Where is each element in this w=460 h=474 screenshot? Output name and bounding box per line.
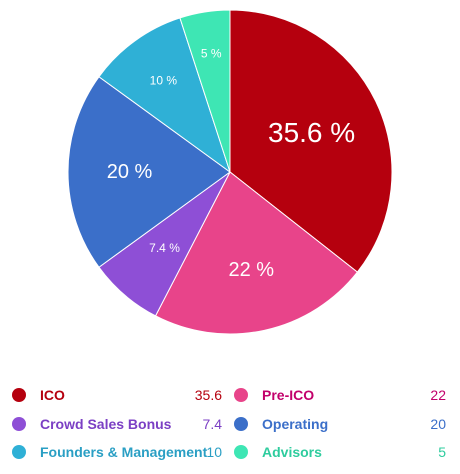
pie-slice-founders-management [98,17,231,174]
legend-marker [234,388,248,402]
pie-chart: 35.6 % 22 % 7.4 % 20 % 10 % 5 % [67,9,393,335]
legend-label: Founders & Management [40,444,208,460]
pie-slice-label: 5 % [201,47,222,61]
pie-slice-operating [67,76,231,268]
pie-slice-label: 35.6 % [268,117,355,148]
legend-value: 35.6 [194,387,222,403]
legend-marker [12,388,26,402]
legend-label: Pre-ICO [262,387,315,403]
legend-value: 20 [430,416,446,432]
legend-marker [12,417,26,431]
legend-value: 22 [430,387,446,403]
pie-slice-label: 7.4 % [149,241,180,255]
pie-slice-label: 10 % [150,73,178,87]
pie-slice-label: 22 % [228,259,274,281]
pie-slice-label: 20 % [107,161,153,183]
pie-slice-ico [229,9,393,273]
legend-label: Advisors [262,444,322,460]
legend-label: Crowd Sales Bonus [40,416,172,432]
legend-label: Operating [262,416,329,432]
legend-value: 7.4 [202,416,222,432]
pie-slice-pre-ico [154,171,359,335]
pie-slice-advisors [179,9,231,173]
legend-marker [12,445,26,459]
legend-value: 10 [206,444,222,460]
legend-marker [234,417,248,431]
legend-marker [234,445,248,459]
legend-value: 5 [438,444,446,460]
legend-label: ICO [40,387,65,403]
